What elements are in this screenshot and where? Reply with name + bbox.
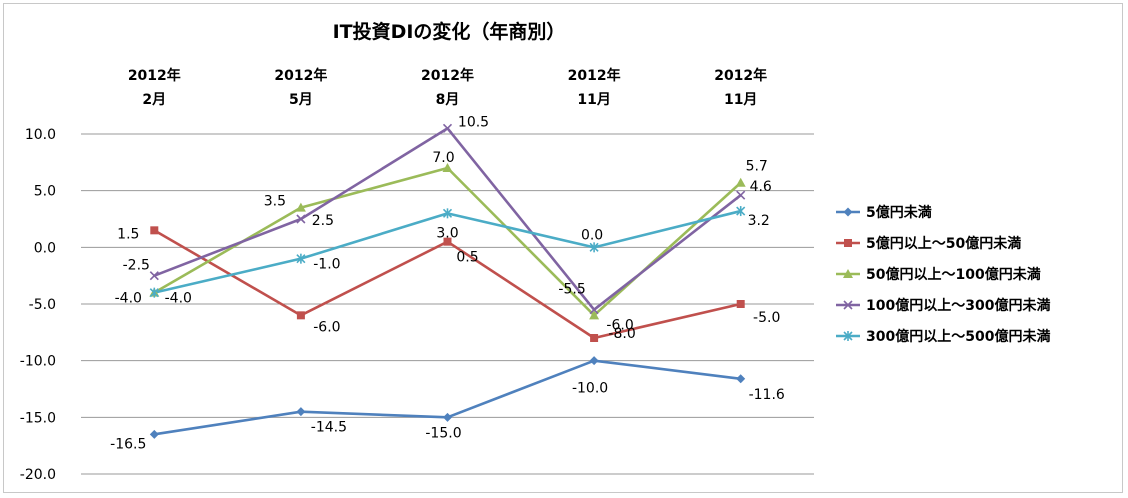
data-label: 1.5 (117, 226, 139, 242)
data-label: 3.2 (748, 213, 770, 229)
diamond-marker (149, 429, 159, 439)
data-label: -4.0 (115, 291, 142, 307)
square-marker (844, 239, 852, 247)
category-label: 2012年 (128, 67, 181, 84)
data-label: -1.0 (313, 257, 340, 273)
star-marker (736, 206, 746, 217)
chart-frame: IT投資DIの変化（年商別） 10.0 5.0 0.0 -5.0 -10.0 -15.0 -… (3, 3, 1123, 493)
y-axis-tick-labels: 10.0 5.0 0.0 -5.0 -10.0 -15.0 -20.0 (20, 127, 56, 483)
diamond-marker (296, 407, 306, 417)
data-label: -5.5 (558, 282, 585, 298)
triangle-marker (735, 177, 746, 187)
x-marker-stroke (843, 300, 853, 310)
star-marker (589, 242, 599, 253)
diamond-marker (589, 356, 599, 366)
data-label: -14.5 (311, 420, 347, 436)
triangle-marker (843, 269, 853, 278)
chart-title: IT投資DIの変化（年商別） (333, 20, 566, 43)
data-label: 3.0 (436, 225, 458, 241)
legend-item: 100億円以上～300億円未満 (836, 297, 1050, 314)
data-label: 4.6 (750, 179, 772, 195)
category-label: 8月 (436, 92, 460, 108)
square-marker (736, 300, 745, 308)
data-labels: -16.5-14.5 -15.0-10.0 -11.61.5-6.00.5-8.0-… (110, 114, 785, 452)
data-label: -10.0 (572, 381, 608, 397)
legend-label: 5億円以上～50億円未満 (866, 235, 1021, 252)
line-chart: IT投資DIの変化（年商別） 10.0 5.0 0.0 -5.0 -10.0 -15.0 -… (20, 20, 1051, 483)
data-label: -11.6 (749, 387, 785, 403)
x-marker-stroke (442, 123, 453, 133)
x-marker (589, 305, 599, 315)
x-marker (843, 300, 853, 310)
star-marker (149, 287, 159, 298)
x-axis-category-labels: 2012年 2月 2012年 5月 2012年 8月 2012年 11月 2012年 11月 (128, 67, 767, 108)
star-marker (843, 331, 853, 341)
y-tick-label: 0.0 (34, 240, 56, 256)
data-label: -6.0 (606, 317, 633, 333)
category-label: 2012年 (274, 67, 327, 84)
diamond-marker (736, 374, 746, 384)
legend-item: 5億円以上～50億円未満 (836, 235, 1021, 252)
category-label: 2012年 (568, 67, 621, 84)
data-label: 7.0 (432, 150, 454, 166)
x-marker-stroke (736, 190, 746, 200)
x-marker (296, 214, 306, 224)
x-marker-stroke (589, 305, 599, 315)
legend-item: 5億円未満 (836, 204, 932, 221)
y-tick-label: -10.0 (20, 354, 56, 370)
series-markers (149, 123, 746, 439)
category-label: 5月 (289, 92, 313, 108)
diamond-marker (843, 207, 853, 217)
square-marker (443, 237, 452, 246)
legend-item: 50億円以上～100億円未満 (836, 266, 1041, 283)
data-label: -16.5 (110, 436, 146, 452)
data-label: -5.0 (753, 310, 780, 326)
x-marker (442, 123, 453, 133)
legend-label: 5億円未満 (866, 204, 932, 221)
square-marker (150, 226, 159, 235)
triangle-marker (442, 163, 453, 172)
data-label: 3.5 (264, 194, 286, 210)
y-tick-label: -15.0 (20, 410, 56, 426)
x-marker-stroke (296, 214, 306, 224)
star-marker (442, 208, 453, 219)
data-label: -4.0 (165, 291, 192, 307)
data-label: -6.0 (313, 319, 340, 335)
triangle-marker (295, 202, 306, 212)
y-tick-label: -20.0 (20, 467, 56, 483)
category-label: 2012年 (714, 67, 767, 84)
x-marker-stroke (149, 271, 159, 281)
series-line (153, 229, 741, 340)
star-marker (296, 253, 306, 264)
x-marker (149, 271, 159, 281)
series-line (154, 359, 741, 436)
square-marker (590, 334, 599, 342)
legend-item: 300億円以上～500億円未満 (836, 328, 1050, 345)
data-label: 2.5 (312, 213, 334, 229)
square-marker (296, 311, 305, 320)
data-label: -8.0 (608, 326, 635, 342)
y-tick-label: 10.0 (25, 127, 56, 143)
data-label: 10.5 (458, 114, 489, 130)
triangle-marker (589, 310, 600, 320)
data-label: -15.0 (425, 425, 461, 441)
data-label: 0.5 (456, 250, 478, 266)
legend-label: 300億円以上～500億円未満 (866, 328, 1050, 345)
legend-label: 50億円以上～100億円未満 (866, 266, 1041, 283)
series-lines (153, 127, 742, 436)
legend-label: 100億円以上～300億円未満 (866, 297, 1050, 314)
y-tick-label: 5.0 (34, 184, 56, 200)
category-label: 2月 (142, 92, 166, 108)
category-label: 11月 (577, 92, 610, 108)
x-marker (736, 190, 746, 200)
y-tick-label: -5.0 (29, 297, 56, 313)
diamond-marker (443, 412, 452, 422)
data-label: -2.5 (123, 258, 150, 274)
data-label: 5.7 (746, 159, 768, 175)
data-label: 0.0 (581, 227, 603, 243)
category-label: 11月 (724, 92, 757, 108)
category-label: 2012年 (421, 67, 474, 84)
legend: 5億円未満 5億円以上～50億円未満 50億円以上～100億円未満 100億円以上～3… (836, 204, 1050, 345)
